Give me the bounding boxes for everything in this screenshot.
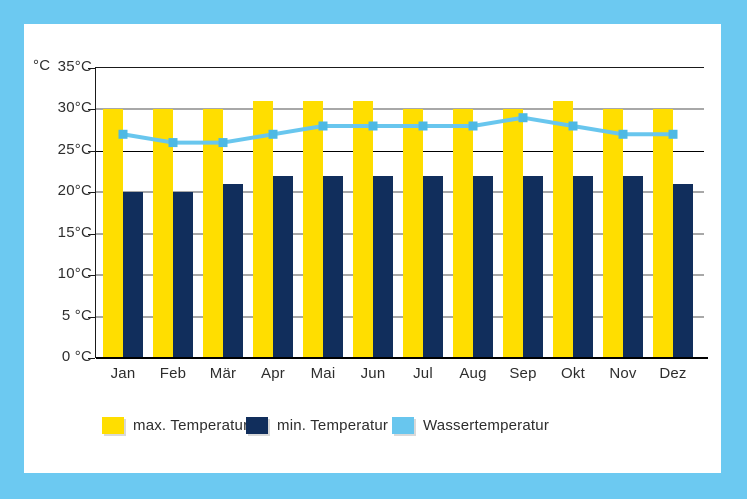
x-axis-label-nov: Nov [609,365,637,382]
min-temperatur-bar [623,175,643,358]
max-temperatur-bar [553,101,573,358]
min-temperatur-bar [323,175,343,358]
x-axis-label-jul: Jul [413,365,433,382]
max-temperatur-bar [503,109,523,358]
min-temperatur-bar [473,175,493,358]
legend-item-wassertemperatur: Wassertemperatur [392,416,549,434]
x-axis-label-sep: Sep [509,365,537,382]
min-temperatur-bar [423,175,443,358]
min-temperatur-bar [123,192,143,358]
legend-swatch-min-temperatur [246,416,268,434]
max-temperatur-bar [253,101,273,358]
legend-label: Wassertemperatur [423,416,550,434]
max-temperatur-bar [603,109,623,358]
min-temperatur-bar [223,184,243,358]
max-temperatur-bar [203,109,223,358]
y-axis-tick [88,192,95,194]
x-axis-label-jun: Jun [360,365,386,382]
min-temperatur-bar [573,175,593,358]
legend-swatch-max-temperatur [102,416,124,434]
gridline [96,232,704,235]
legend-item-max-temperatur: max. Temperatur [102,416,248,434]
max-temperatur-bar [453,109,473,358]
gridline [96,108,704,111]
legend-item-min-temperatur: min. Temperatur [246,416,388,434]
y-axis-tick [88,109,95,111]
y-axis-label: 35°C [57,58,92,75]
min-temperatur-bar [523,175,543,358]
legend-swatch-wassertemperatur [392,416,414,434]
y-axis-label: 30°C [57,99,92,117]
legend-label: max. Temperatur [133,416,249,434]
min-temperatur-bar [373,175,393,358]
y-axis-label: 25°C [57,140,92,158]
y-axis-tick [88,275,95,277]
y-axis-label: 15°C [57,223,92,241]
max-temperatur-bar [153,109,173,358]
min-temperatur-bar [273,175,293,358]
plot-top-border [96,67,704,68]
y-axis-line [95,67,96,358]
max-temperatur-bar [403,109,423,358]
gridline [96,315,704,318]
y-axis-label: 10°C [57,265,92,283]
x-axis-label-feb: Feb [159,365,187,382]
gridline [96,274,704,277]
max-temperatur-bar [653,109,673,358]
x-axis-label-mai: Mai [310,365,336,382]
y-axis-tick [88,233,95,235]
y-axis-unit-label: °C [33,57,51,74]
x-axis-line [96,357,708,359]
x-axis-label-apr: Apr [261,365,285,382]
y-axis-label: 0 °C [61,348,92,365]
gridline [96,191,704,194]
x-axis-label-jan: Jan [110,365,136,382]
min-temperatur-bar [173,192,193,358]
max-temperatur-bar [353,101,373,358]
legend-label: min. Temperatur [277,416,389,434]
x-axis-label-aug: Aug [459,365,487,382]
y-axis-label: 5 °C [61,306,92,324]
min-temperatur-bar [673,184,693,358]
y-axis-tick [88,150,95,152]
x-axis-label-m-r: Mär [209,365,237,382]
max-temperatur-bar [303,101,323,358]
x-axis-label-okt: Okt [561,365,585,382]
max-temperatur-bar [103,109,123,358]
y-axis-label: 20°C [57,182,92,200]
y-axis-tick [88,358,95,359]
y-axis-tick [88,316,95,318]
x-axis-label-dez: Dez [659,365,687,382]
reference-gridline-25 [96,150,704,152]
y-axis-tick [88,68,95,69]
